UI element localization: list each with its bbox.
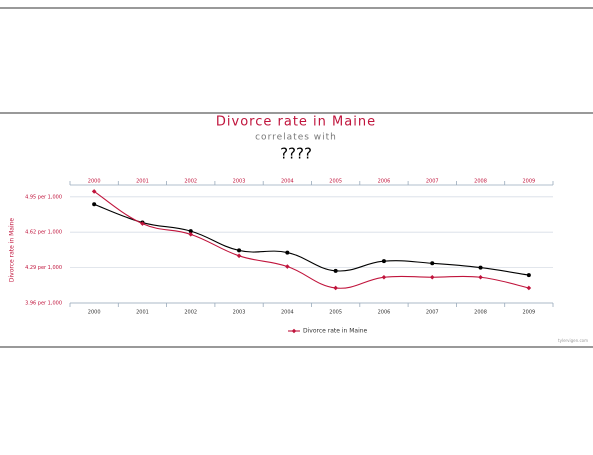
point: [140, 221, 145, 226]
x-tick-label: 2008: [474, 310, 487, 316]
credit: tylervigen.com: [558, 338, 588, 343]
point: [92, 202, 97, 207]
x-tick-label-top: 2001: [136, 179, 149, 185]
x-tick-label: 2007: [426, 310, 439, 316]
series-line: [93, 190, 529, 289]
point: [188, 229, 193, 234]
point: [285, 264, 290, 269]
point: [430, 261, 435, 266]
x-tick-label-top: 2006: [378, 179, 391, 185]
legend-label: Divorce rate in Maine: [303, 328, 368, 335]
point: [91, 189, 97, 194]
x-tick-label-top: 2007: [426, 179, 439, 185]
x-tick-label-top: 2002: [184, 179, 197, 185]
chart-title: Divorce rate in Maine: [216, 115, 376, 130]
legend-marker: [291, 328, 297, 334]
y-axis-title: Divorce rate in Maine: [9, 218, 16, 283]
point: [333, 268, 338, 273]
x-tick-label: 2004: [281, 310, 294, 316]
point: [478, 265, 483, 270]
y-tick-label: 3.96 per 1,000: [25, 301, 62, 307]
x-tick-label-top: 2008: [474, 179, 487, 185]
x-tick-label-top: 2005: [329, 179, 342, 185]
point: [526, 273, 531, 278]
x-tick-label-top: 2004: [281, 179, 294, 185]
point: [381, 259, 386, 264]
point: [285, 250, 290, 255]
point: [188, 232, 194, 237]
series-line: [93, 203, 529, 276]
y-tick-label: 4.29 per 1,000: [25, 265, 62, 271]
x-tick-label-top: 2000: [88, 179, 101, 185]
x-tick-label: 2003: [233, 310, 246, 316]
y-tick-label: 4.62 per 1,000: [25, 230, 62, 236]
point: [478, 274, 483, 280]
point: [236, 253, 242, 259]
chart-subtitle: correlates with: [255, 133, 337, 143]
point: [429, 274, 435, 280]
point: [526, 285, 532, 291]
point: [381, 274, 387, 280]
x-tick-label: 2002: [184, 310, 197, 316]
point: [237, 248, 242, 253]
x-tick-label-top: 2003: [233, 179, 246, 185]
point: [333, 285, 338, 291]
x-tick-label: 2009: [522, 310, 535, 316]
chart-subtitle2: ????: [280, 145, 312, 163]
y-tick-label: 4.95 per 1,000: [25, 194, 62, 200]
x-tick-label: 2001: [136, 310, 149, 316]
x-tick-label-top: 2009: [522, 179, 535, 185]
x-tick-label: 2000: [88, 310, 101, 316]
x-tick-label: 2006: [378, 310, 391, 316]
x-tick-label: 2005: [329, 310, 342, 316]
